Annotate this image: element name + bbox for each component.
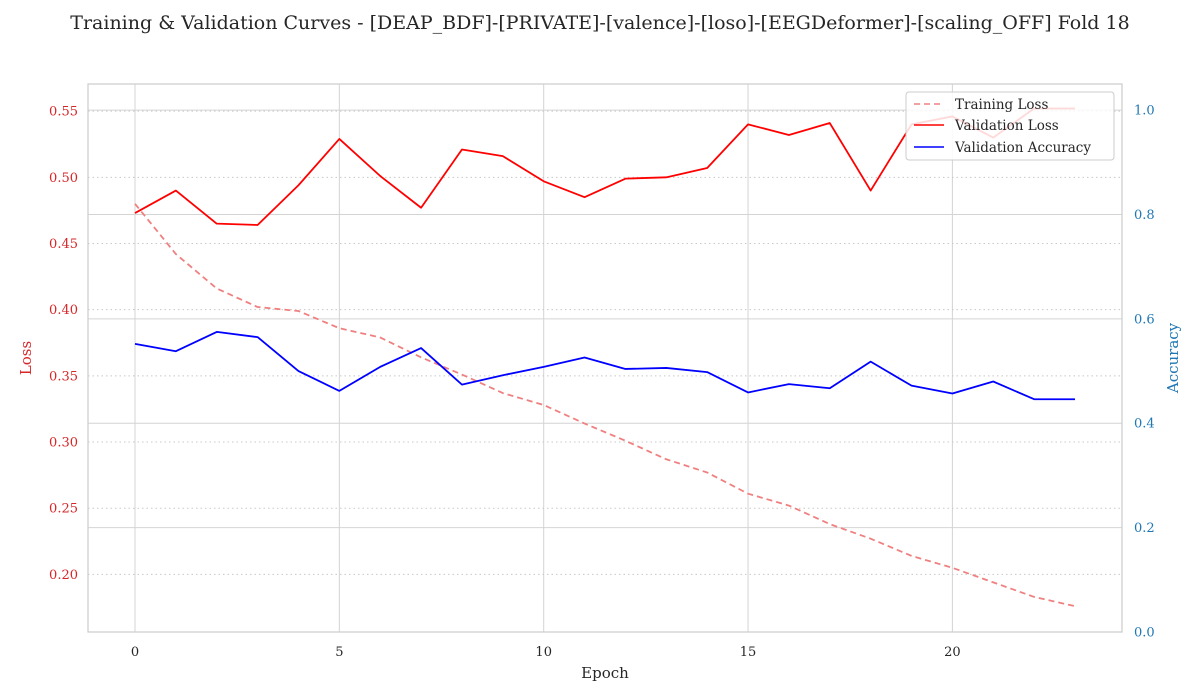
- x-axis-label: Epoch: [581, 664, 629, 682]
- x-tick-label: 5: [335, 645, 343, 660]
- plot-frame: [87, 83, 1123, 633]
- chart-title: Training & Validation Curves - [DEAP_BDF…: [70, 12, 1129, 34]
- tick-labels: 0 5 10 15 20 0.20 0.25 0.30 0.35 0.40 0.45 0.50 0.55…: [49, 104, 1155, 660]
- left-y-axis-label: Loss: [17, 341, 35, 375]
- x-tick-label: 0: [131, 645, 139, 660]
- right-y-tick-label: 0.4: [1134, 417, 1155, 432]
- series-line-validation-accuracy: [134, 330, 1075, 401]
- left-y-tick-label: 0.50: [49, 171, 78, 186]
- legend: Training Loss Validation Loss Validation…: [905, 91, 1115, 161]
- x-tick-label: 20: [944, 645, 961, 660]
- legend-label-validation-accuracy: Validation Accuracy: [954, 140, 1091, 156]
- legend-label-validation-loss: Validation Loss: [954, 118, 1059, 134]
- left-y-tick-label: 0.20: [49, 568, 78, 583]
- series-line-training-loss: [134, 203, 1076, 608]
- right-y-tick-label: 0.2: [1134, 521, 1155, 536]
- right-y-tick-label: 0.6: [1134, 312, 1155, 327]
- right-y-tick-label: 0.0: [1134, 626, 1155, 641]
- x-tick-label: 15: [740, 645, 757, 660]
- legend-box: [905, 91, 1115, 161]
- legend-label-training-loss: Training Loss: [955, 97, 1048, 113]
- left-y-tick-label: 0.45: [49, 237, 78, 252]
- right-y-tick-label: 1.0: [1134, 104, 1155, 119]
- left-y-tick-label: 0.55: [49, 105, 78, 120]
- left-y-tick-label: 0.40: [49, 303, 78, 318]
- right-y-axis-label: Accuracy: [1164, 322, 1182, 394]
- right-y-tick-label: 0.8: [1134, 208, 1155, 223]
- x-tick-label: 10: [535, 645, 552, 660]
- series-group: [134, 107, 1076, 608]
- left-y-tick-label: 0.25: [49, 502, 78, 517]
- left-y-tick-label: 0.35: [49, 369, 78, 384]
- left-y-tick-label: 0.30: [49, 436, 78, 451]
- grid: [88, 84, 1122, 633]
